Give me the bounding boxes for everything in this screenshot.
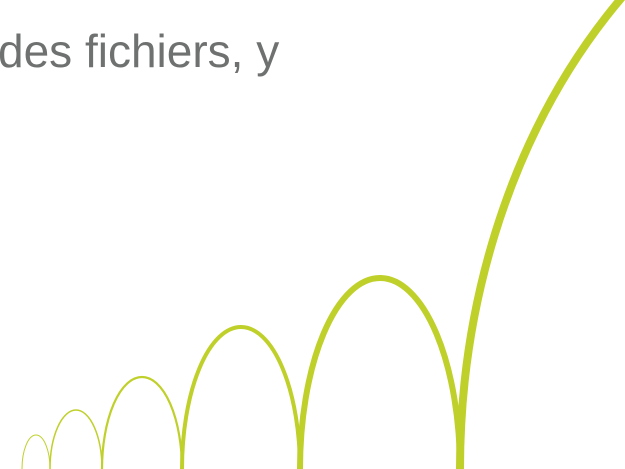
arc xyxy=(22,435,50,469)
slide-text: des fichiers, y xyxy=(0,28,279,74)
arc xyxy=(460,0,625,469)
arc xyxy=(102,377,182,469)
arc xyxy=(300,278,460,469)
arc xyxy=(50,410,102,469)
arc xyxy=(182,327,300,469)
slide: {"text": "des fichiers, y"} des fichiers… xyxy=(0,0,625,469)
